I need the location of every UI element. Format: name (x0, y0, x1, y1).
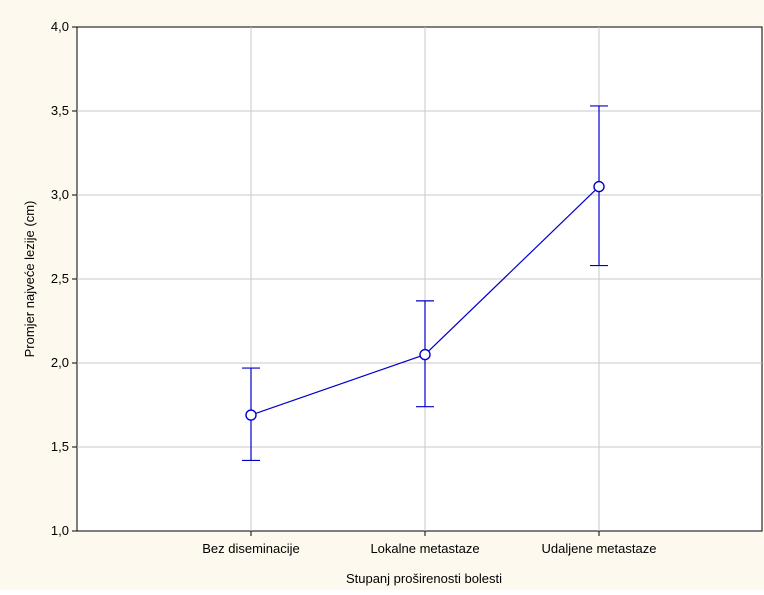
y-tick-label: 1,5 (51, 439, 69, 454)
y-tick-label: 2,0 (51, 355, 69, 370)
y-tick-label: 2,5 (51, 271, 69, 286)
data-point (593, 180, 605, 193)
x-axis-label: Stupanj proširenosti bolesti (346, 571, 502, 586)
x-tick-label: Udaljene metastaze (542, 541, 657, 556)
y-axis-label: Promjer najveće lezije (cm) (22, 201, 37, 358)
y-tick-label: 3,5 (51, 103, 69, 118)
x-tick-label: Bez diseminacije (202, 541, 300, 556)
data-point (245, 409, 257, 421)
y-tick-label: 4,0 (51, 19, 69, 34)
data-points (245, 180, 605, 421)
axes: 1,0 1,5 2,0 2,5 3,0 3,5 4,0 Bez diseminacije Lok… (51, 19, 657, 556)
y-tick-label: 1,0 (51, 523, 69, 538)
y-tick-label: 3,0 (51, 187, 69, 202)
x-tick-label: Lokalne metastaze (370, 541, 479, 556)
data-point (419, 348, 431, 361)
